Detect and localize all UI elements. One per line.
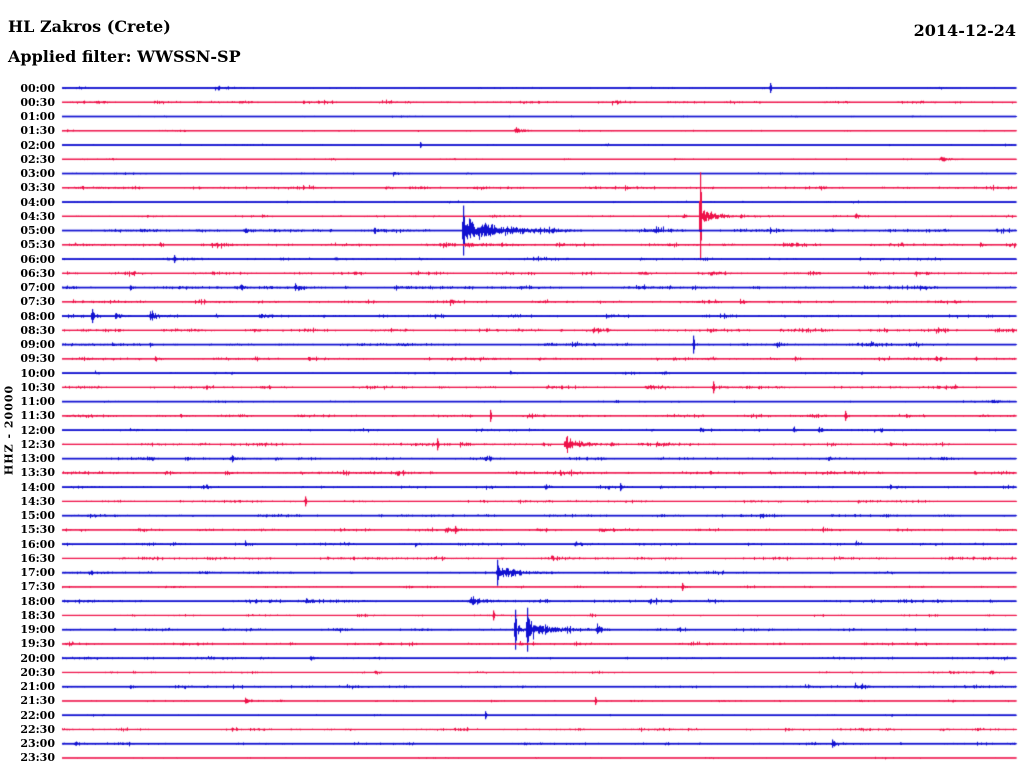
time-label: 06:30 [20,266,55,280]
time-label: 14:00 [20,480,55,494]
time-label: 10:00 [20,366,55,380]
time-label: 05:30 [20,238,55,252]
time-label: 13:30 [20,466,55,480]
time-label: 04:30 [20,209,55,223]
time-label: 09:00 [20,338,55,352]
time-label: 02:00 [20,138,55,152]
time-label: 22:30 [20,722,55,736]
time-label: 18:30 [20,608,55,622]
time-label: 20:00 [20,651,55,665]
time-label: 00:30 [20,95,55,109]
time-label: 04:00 [20,195,55,209]
time-label: 03:30 [20,181,55,195]
time-label: 17:00 [20,566,55,580]
time-label: 00:00 [20,81,55,95]
time-label: 02:30 [20,152,55,166]
time-label: 07:00 [20,281,55,295]
time-label: 19:30 [20,637,55,651]
time-label: 07:30 [20,295,55,309]
time-label: 06:00 [20,252,55,266]
filter-label: Applied filter: WWSSN-SP [8,47,241,66]
time-label: 19:00 [20,623,55,637]
time-label: 15:30 [20,523,55,537]
time-label: 20:30 [20,665,55,679]
time-label: 12:30 [20,437,55,451]
time-label: 08:30 [20,323,55,337]
time-label: 16:00 [20,537,55,551]
time-label: 11:00 [20,395,55,409]
time-label: 09:30 [20,352,55,366]
time-label: 21:00 [20,680,55,694]
time-label: 03:00 [20,167,55,181]
time-label: 21:30 [20,694,55,708]
time-label: 17:30 [20,580,55,594]
station-title: HL Zakros (Crete) [8,17,171,36]
time-label: 08:00 [20,309,55,323]
time-label: 10:30 [20,380,55,394]
time-label: 11:30 [20,409,55,423]
time-label: 23:30 [20,751,55,765]
time-label: 16:30 [20,551,55,565]
time-label: 01:30 [20,124,55,138]
time-label: 18:00 [20,594,55,608]
time-label: 13:00 [20,452,55,466]
time-label: 12:00 [20,423,55,437]
time-label: 05:00 [20,224,55,238]
time-label: 14:30 [20,494,55,508]
time-label: 23:00 [20,737,55,751]
time-label: 15:00 [20,509,55,523]
time-label: 01:00 [20,110,55,123]
record-date: 2014-12-24 [913,21,1016,40]
time-label: 22:00 [20,708,55,722]
